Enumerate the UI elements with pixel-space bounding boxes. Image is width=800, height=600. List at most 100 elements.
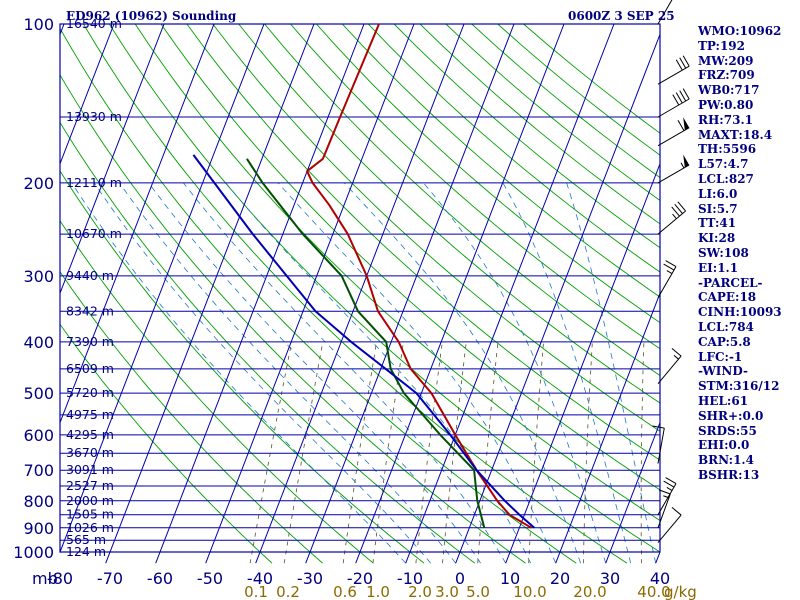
temperature-tick-label: -80 xyxy=(47,569,73,588)
moist-adiabat xyxy=(566,182,657,564)
stat-item: BSHR:13 xyxy=(698,467,760,482)
stat-item: EHI:0.0 xyxy=(698,438,750,453)
mixing-ratio-label: 20.0 xyxy=(573,583,606,600)
dry-adiabat xyxy=(341,24,660,298)
stat-item: SRDS:55 xyxy=(698,423,757,438)
stat-item: LFC:-1 xyxy=(698,349,743,364)
temperature-tick-label: -60 xyxy=(147,569,173,588)
isotherm xyxy=(505,162,660,564)
dewpoint-line xyxy=(246,158,486,529)
height-label: 1026 m xyxy=(66,520,114,535)
stat-item: CAP:5.8 xyxy=(698,334,751,349)
stat-item: BRN:1.4 xyxy=(698,453,754,468)
wind-barb-layer xyxy=(652,0,690,543)
height-label: 4975 m xyxy=(66,407,114,422)
height-label: 5720 m xyxy=(66,385,114,400)
wind-barb-feather xyxy=(663,263,675,271)
height-label: 13930 m xyxy=(66,109,122,124)
mixing-ratio-label: 10.0 xyxy=(513,583,546,600)
stat-item: SHR+:0.0 xyxy=(698,408,764,423)
dry-adiabat xyxy=(60,170,425,564)
wind-barb-feather xyxy=(677,120,685,131)
stat-item: PW:0.80 xyxy=(698,97,754,112)
isotherm xyxy=(60,24,115,166)
pressure-tick-label: 400 xyxy=(23,333,54,352)
height-label: 10670 m xyxy=(66,226,122,241)
mixing-ratio-label: 0.1 xyxy=(244,583,268,600)
temperature-tick-label: -10 xyxy=(397,569,423,588)
wind-barb-feather xyxy=(663,480,675,488)
temperature-tick-label: 40 xyxy=(650,569,670,588)
wind-barb xyxy=(657,348,682,385)
isotherm xyxy=(0,24,14,563)
wind-barb-feather xyxy=(675,59,683,71)
wind-barb-staff xyxy=(657,493,671,528)
grid-lines xyxy=(0,24,660,564)
wind-barb xyxy=(657,154,690,184)
isotherm xyxy=(255,24,465,564)
mixing-ratio-line xyxy=(283,341,324,564)
stat-item: SW:108 xyxy=(698,245,749,260)
isotherm xyxy=(355,24,565,564)
moist-adiabat xyxy=(183,182,507,564)
dry-adiabat xyxy=(212,24,660,432)
isotherm xyxy=(155,24,365,564)
wind-barb-pennant xyxy=(683,117,690,131)
stat-item: -PARCEL- xyxy=(698,275,763,290)
wind-barb-feather xyxy=(674,204,683,214)
wind-barb xyxy=(657,489,671,528)
wind-barb xyxy=(652,425,665,464)
dry-adiabat xyxy=(264,24,660,377)
wind-barb-feather xyxy=(682,55,690,67)
pressure-tick-label: 200 xyxy=(23,174,54,193)
isotherm xyxy=(105,24,315,564)
wind-barb-feather xyxy=(671,506,682,516)
temperature-tick-label: -30 xyxy=(297,569,323,588)
stat-item: KI:28 xyxy=(698,231,736,246)
height-label: 2527 m xyxy=(66,478,114,493)
moist-adiabat xyxy=(423,182,607,564)
stat-item: STM:316/12 xyxy=(698,379,780,394)
moist-adiabat xyxy=(93,182,432,564)
mixing-ratio-label: 0.2 xyxy=(276,583,300,600)
wind-barb-feather xyxy=(677,201,686,212)
stat-item: LI:6.0 xyxy=(698,186,738,201)
dry-adiabat xyxy=(160,24,660,491)
wind-barb-half-feather xyxy=(663,495,670,499)
wind-barb-half-feather xyxy=(673,354,679,360)
stat-item: LCL:827 xyxy=(698,171,754,186)
height-label: 3670 m xyxy=(66,445,114,460)
pressure-tick-label: 1000 xyxy=(13,543,54,562)
pressure-tick-label: 700 xyxy=(23,461,54,480)
isotherm xyxy=(60,24,215,425)
wind-barb-staff xyxy=(657,65,690,85)
wind-barb-staff xyxy=(657,0,673,25)
moist-adiabat xyxy=(71,182,406,564)
temperature-tick-label: 30 xyxy=(600,569,620,588)
grid-layer xyxy=(0,23,661,564)
dry-adiabat xyxy=(238,24,660,404)
wind-barb-pennant xyxy=(683,154,690,168)
height-label: 1505 m xyxy=(66,507,114,522)
dry-adiabat xyxy=(60,27,577,564)
isotherm xyxy=(305,24,515,564)
stat-item: MW:209 xyxy=(698,53,754,68)
wind-barb-half-feather xyxy=(666,487,673,491)
wind-barb-staff xyxy=(657,483,677,515)
moist-adiabat xyxy=(225,182,532,564)
stat-item: TH:5596 xyxy=(698,142,757,157)
wind-barb xyxy=(657,88,690,118)
sounding-time: 0600Z 3 SEP 25 xyxy=(568,9,675,23)
stat-item: RH:73.1 xyxy=(698,112,753,127)
dry-adiabat xyxy=(290,24,660,350)
stat-item: MAXT:18.4 xyxy=(698,127,773,142)
wind-barb xyxy=(657,117,690,147)
stat-item: TT:41 xyxy=(698,216,737,231)
wind-barb xyxy=(657,260,677,299)
wind-barb xyxy=(657,55,690,85)
wind-barb-half-feather xyxy=(672,213,677,220)
dry-adiabat xyxy=(60,74,526,564)
dry-adiabat xyxy=(83,24,628,564)
dry-adiabat xyxy=(367,24,660,273)
